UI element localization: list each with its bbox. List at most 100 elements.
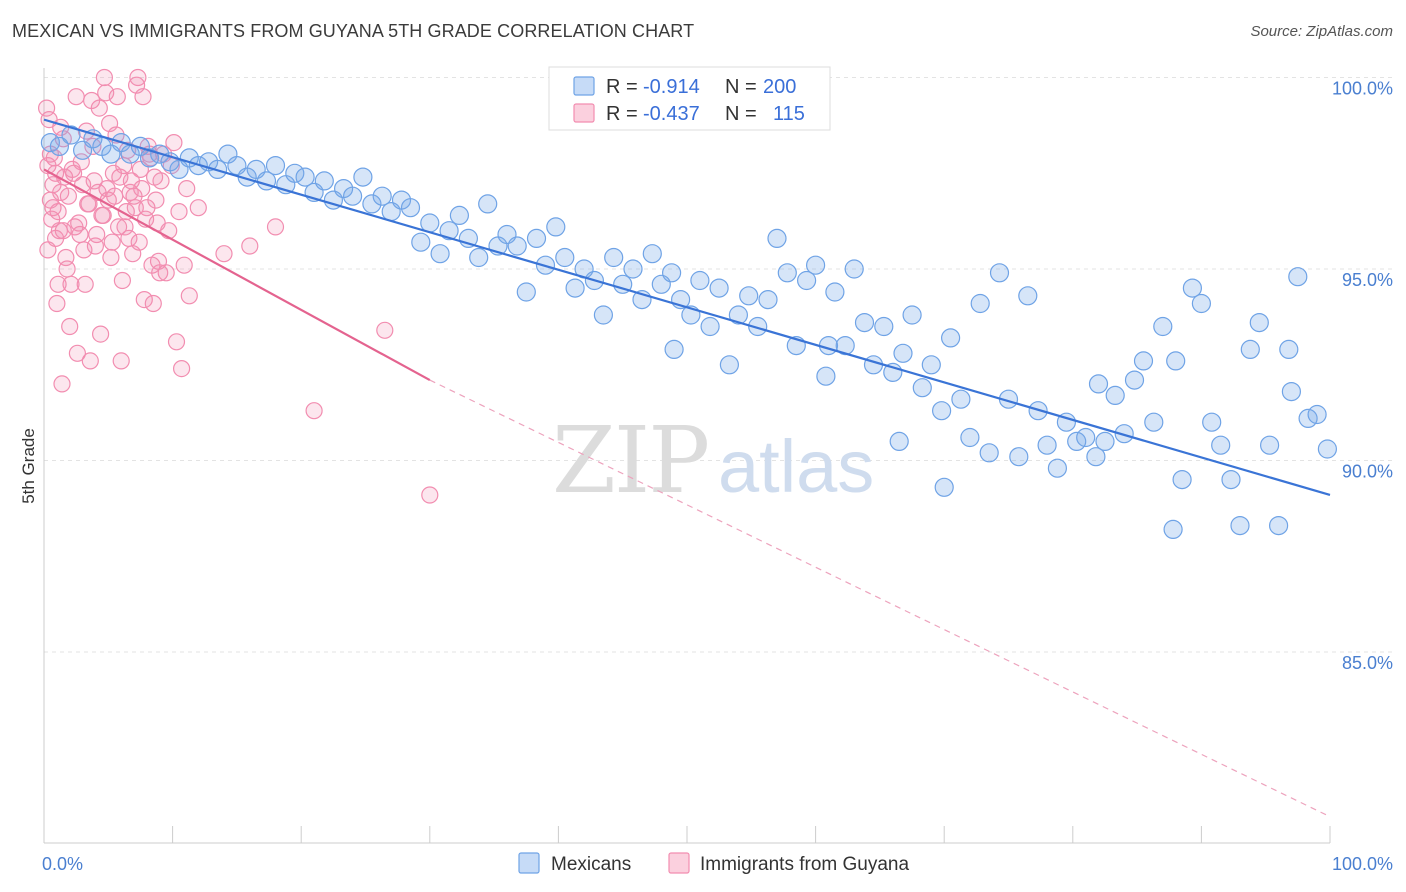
mexicans-point xyxy=(526,228,547,248)
guyana-point xyxy=(71,225,89,244)
mexicans-point xyxy=(314,171,334,191)
guyana-point xyxy=(39,241,57,259)
y-tick-label: 90.0% xyxy=(1342,462,1393,482)
mexicans-point xyxy=(1281,382,1302,402)
legend-r-label: R = xyxy=(606,76,638,98)
chart-title: MEXICAN VS IMMIGRANTS FROM GUYANA 5TH GR… xyxy=(12,21,695,41)
guyana-point xyxy=(37,99,56,117)
guyana-point xyxy=(135,291,153,309)
mexicans-point xyxy=(1240,339,1260,359)
guyana-point xyxy=(175,256,193,274)
mexicans-point xyxy=(430,244,450,264)
mexicans-point xyxy=(934,477,954,497)
mexicans-point xyxy=(951,389,971,409)
guyana-point xyxy=(58,260,76,278)
mexicans-point xyxy=(1088,374,1109,394)
guyana-point xyxy=(165,134,183,152)
mexicans-trend-line xyxy=(43,118,1331,497)
legend-n-label-2: N = xyxy=(725,103,757,125)
mexicans-point xyxy=(700,316,720,337)
mexicans-point xyxy=(825,282,845,302)
mexicans-point xyxy=(1279,339,1299,359)
mexicans-point xyxy=(1009,447,1029,467)
mexicans-point xyxy=(61,125,81,145)
mexicans-point xyxy=(1144,412,1164,432)
mexicans-point xyxy=(1124,370,1145,390)
legend-guyana-n: 115 xyxy=(773,103,805,125)
mexicans-point xyxy=(889,431,909,451)
guyana-point xyxy=(44,199,62,217)
guyana-point xyxy=(120,229,138,247)
mexicans-point xyxy=(642,244,662,264)
mexicans-point xyxy=(690,270,710,291)
mexicans-point xyxy=(844,259,864,279)
mexicans-point xyxy=(818,336,839,356)
guyana-point xyxy=(170,203,188,221)
bottom-legend-swatch-mexicans xyxy=(518,852,540,874)
mexicans-point xyxy=(893,343,913,363)
guyana-point xyxy=(167,333,186,351)
x-tick-label-min: 0.0% xyxy=(42,854,83,874)
mexicans-point xyxy=(902,305,922,325)
mexicans-point xyxy=(285,163,305,183)
mexicans-point xyxy=(989,263,1010,283)
legend-mexicans-n: 200 xyxy=(763,76,796,98)
y-tick-label: 95.0% xyxy=(1342,270,1393,290)
legend-swatch-guyana xyxy=(573,103,595,123)
guyana-point xyxy=(138,199,156,217)
mexicans-point xyxy=(748,316,768,337)
guyana-point xyxy=(215,245,233,263)
mexicans-point xyxy=(1288,267,1308,287)
mexicans-point xyxy=(343,186,363,206)
mexicans-point xyxy=(940,328,961,348)
mexicans-point xyxy=(661,263,682,283)
guyana-point xyxy=(146,168,164,186)
mexicans-point xyxy=(709,278,729,298)
mexicans-point xyxy=(1095,431,1115,451)
guyana-point xyxy=(59,187,78,205)
mexicans-point xyxy=(664,339,684,359)
mexicans-point xyxy=(863,355,884,375)
guyana-point xyxy=(189,199,207,217)
mexicans-point xyxy=(546,217,566,237)
mexicans-point xyxy=(593,305,614,325)
mexicans-point xyxy=(1114,424,1134,444)
legend: R = -0.914 N = 200 R = -0.437 N = 115 xyxy=(548,66,831,131)
mexicans-point xyxy=(758,290,778,310)
mexicans-point xyxy=(139,148,160,168)
bottom-legend-swatch-guyana xyxy=(668,852,690,874)
mexicans-point xyxy=(1221,470,1241,490)
legend-swatch-mexicans xyxy=(573,76,595,96)
guyana-point xyxy=(103,233,121,251)
axes xyxy=(43,68,1331,844)
mexicans-point xyxy=(1076,427,1096,448)
guyana-trend-line xyxy=(43,168,431,382)
mexicans-point xyxy=(719,355,740,375)
mexicans-point xyxy=(1166,351,1186,371)
guyana-point xyxy=(63,160,81,178)
guyana-point xyxy=(68,344,87,362)
guyana-point xyxy=(421,486,439,504)
legend-r-label-2: R = xyxy=(606,103,638,125)
mexicans-point xyxy=(931,401,952,421)
guyana-trend-extension xyxy=(429,379,1331,818)
mexicans-point xyxy=(777,263,797,283)
guyana-point xyxy=(376,321,394,339)
guyana-point xyxy=(173,360,191,378)
bottom-legend-mexicans: Mexicans xyxy=(551,854,631,875)
mexicans-point xyxy=(805,255,826,275)
guyana-point xyxy=(86,237,105,255)
watermark-atlas: atlas xyxy=(718,425,874,508)
mexicans-point xyxy=(295,167,315,187)
mexicans-point xyxy=(1133,351,1154,371)
legend-guyana-r: -0.437 xyxy=(643,103,700,125)
mexicans-point xyxy=(1182,278,1203,298)
guyana-point xyxy=(49,275,67,293)
mexicans-point xyxy=(1259,435,1280,455)
bottom-legend-guyana: Immigrants from Guyana xyxy=(700,854,909,875)
y-axis-title: 5th Grade xyxy=(19,428,38,504)
y-tick-labels: 100.0% 95.0% 90.0% 85.0% xyxy=(1332,79,1393,674)
mexicans-point xyxy=(1172,470,1192,490)
mexicans-point xyxy=(1163,519,1183,540)
mexicans-point xyxy=(516,282,536,302)
